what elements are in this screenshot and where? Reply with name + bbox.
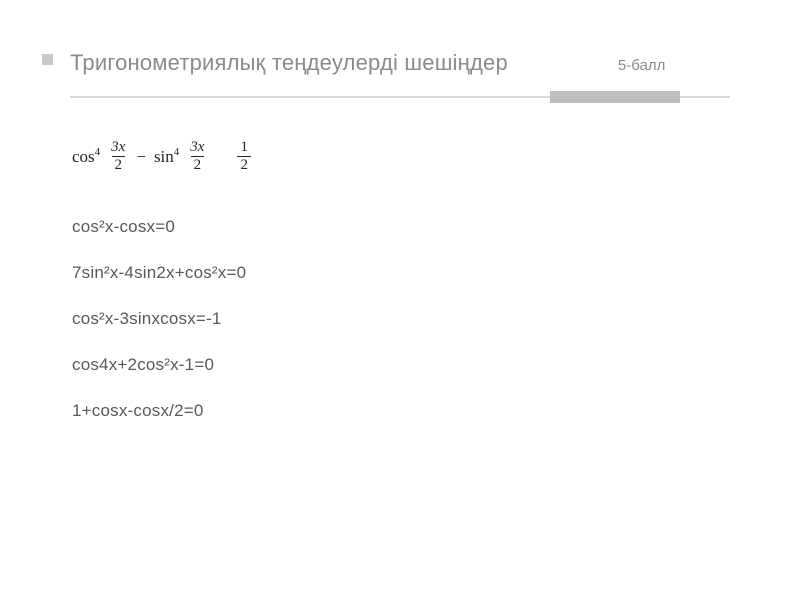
frac-3x-2-a: 3x 2 bbox=[108, 140, 128, 173]
title-row: Тригонометриялық теңдеулерді шешіңдер 5-… bbox=[70, 50, 730, 76]
equation-1: cos²x-cosx=0 bbox=[72, 217, 730, 237]
formula-sin: sin4 bbox=[154, 147, 179, 167]
underline-thick bbox=[550, 91, 680, 103]
equation-3: cos²x-3sinxcosx=-1 bbox=[72, 309, 730, 329]
equation-list: cos²x-cosx=0 7sin²x-4sin2x+cos²x=0 cos²x… bbox=[72, 217, 730, 421]
title-bullet bbox=[42, 54, 53, 65]
equation-2: 7sin²x-4sin2x+cos²x=0 bbox=[72, 263, 730, 283]
slide-title: Тригонометриялық теңдеулерді шешіңдер bbox=[70, 50, 508, 76]
frac-1-2: 1 2 bbox=[237, 140, 251, 173]
frac-3x-2-b: 3x 2 bbox=[187, 140, 207, 173]
equation-4: cos4x+2cos²x-1=0 bbox=[72, 355, 730, 375]
title-underline bbox=[70, 86, 730, 110]
main-formula: cos4 3x 2 − sin4 3x 2 1 2 bbox=[72, 140, 730, 173]
minus-sign: − bbox=[136, 147, 146, 167]
slide: Тригонометриялық теңдеулерді шешіңдер 5-… bbox=[0, 0, 800, 600]
equation-5: 1+cosx-cosx/2=0 bbox=[72, 401, 730, 421]
points-label: 5-балл bbox=[618, 57, 665, 74]
formula-cos: cos4 bbox=[72, 147, 100, 167]
